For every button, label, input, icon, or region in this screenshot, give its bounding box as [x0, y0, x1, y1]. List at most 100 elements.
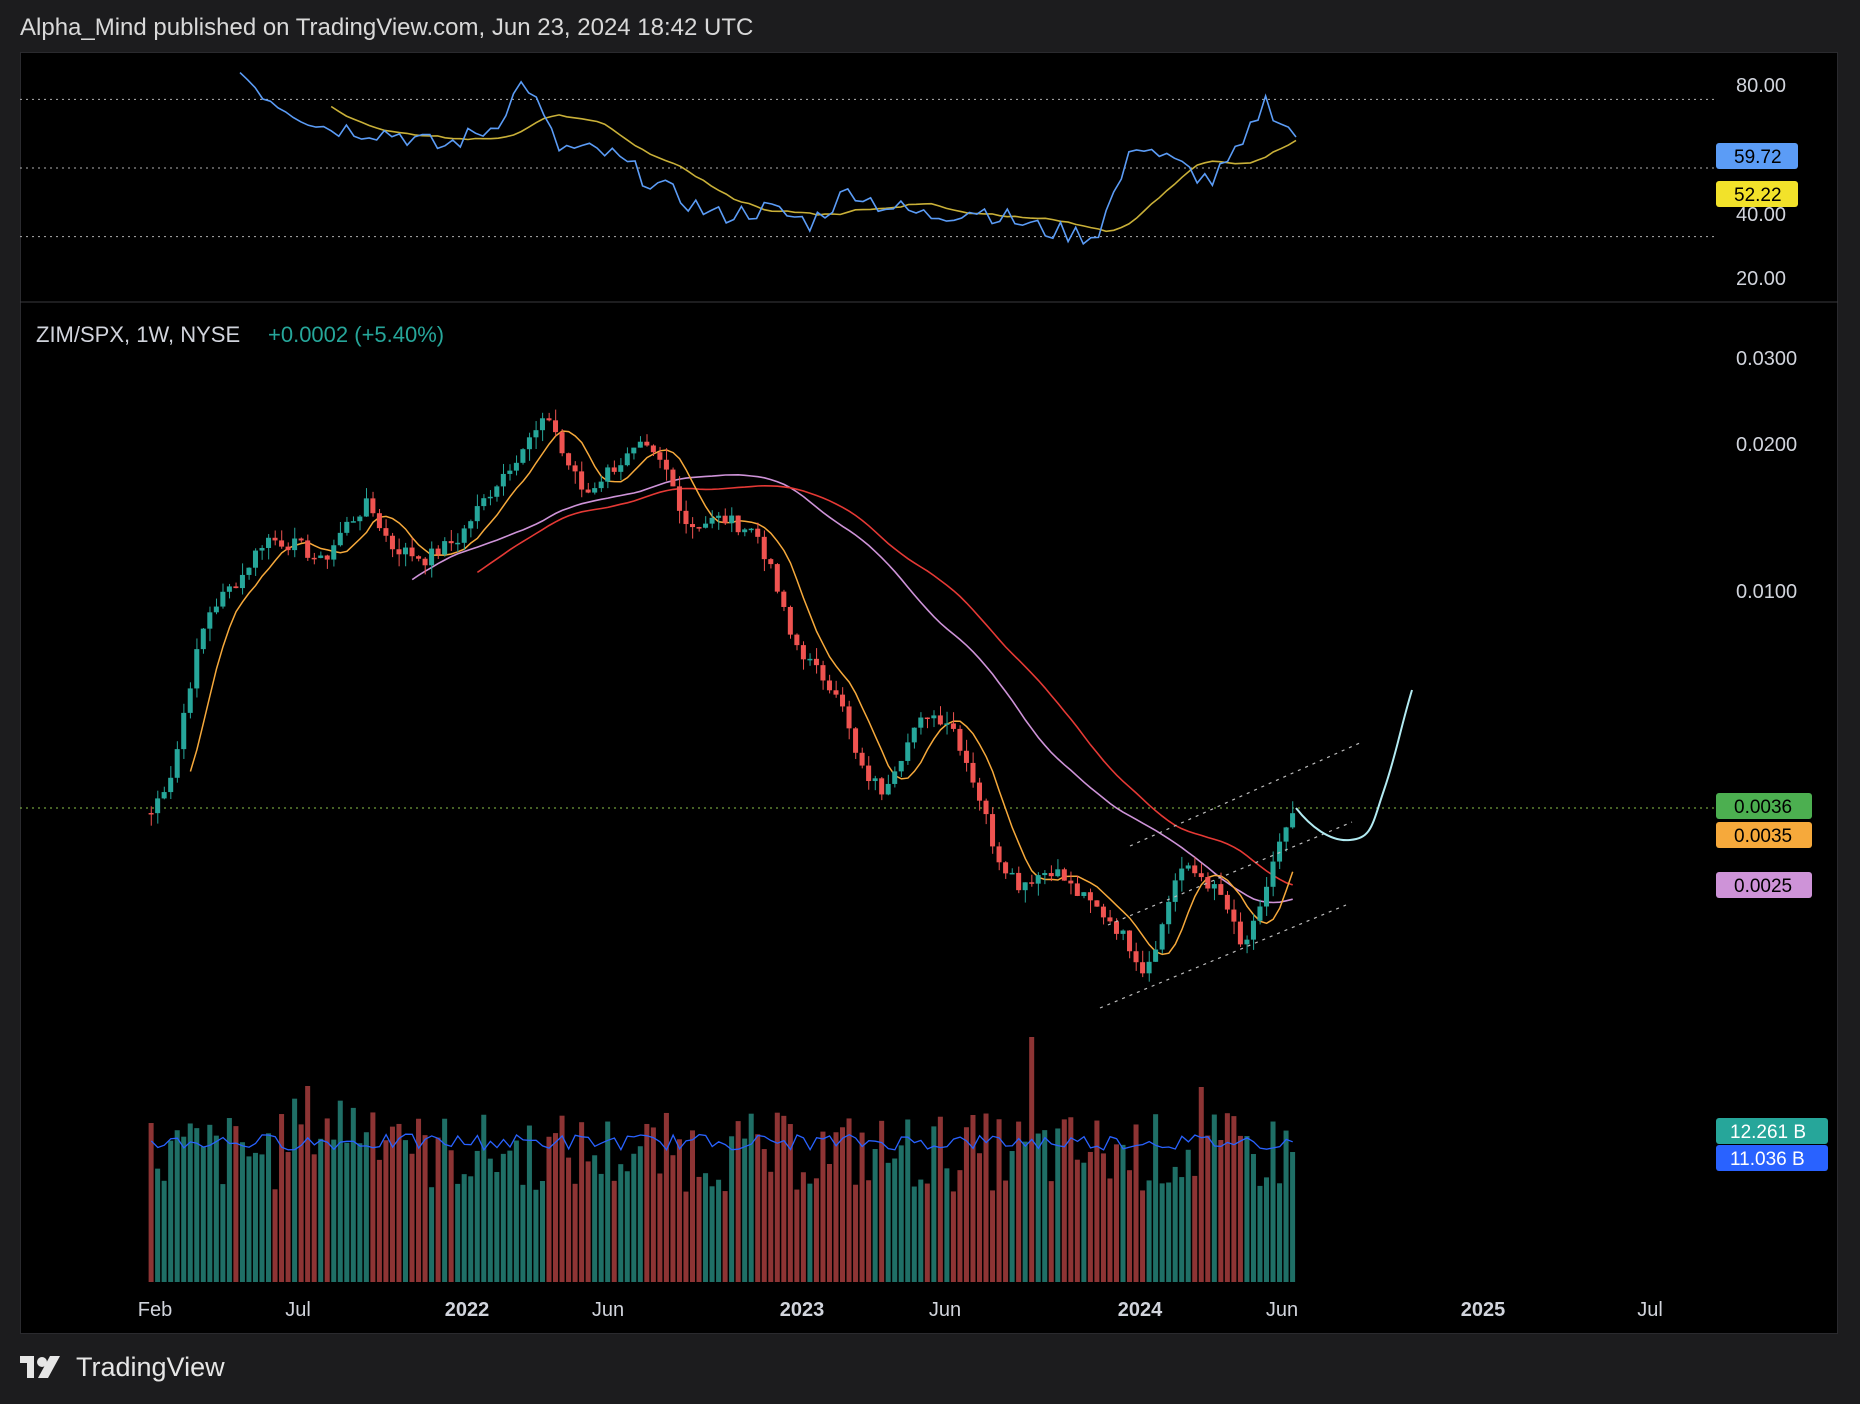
candle-body[interactable] [572, 465, 578, 472]
candle-body[interactable] [716, 515, 722, 518]
candle-body[interactable] [644, 441, 650, 446]
candle-body[interactable] [892, 771, 898, 784]
candle-body[interactable] [1250, 920, 1256, 940]
candle-body[interactable] [389, 535, 395, 550]
candle-body[interactable] [422, 558, 428, 566]
candle-body[interactable] [383, 528, 389, 536]
candle-body[interactable] [161, 792, 167, 799]
candle-body[interactable] [944, 723, 950, 725]
candle-body[interactable] [357, 516, 363, 522]
candle-body[interactable] [259, 547, 265, 551]
candle-body[interactable] [807, 658, 813, 661]
candle-body[interactable] [1277, 841, 1283, 862]
candle-body[interactable] [1231, 909, 1237, 922]
candle-body[interactable] [559, 432, 565, 454]
candle-body[interactable] [800, 645, 806, 660]
candle-body[interactable] [1237, 921, 1243, 945]
candle-body[interactable] [598, 481, 604, 489]
candle-body[interactable] [1120, 930, 1126, 934]
candle-body[interactable] [1048, 873, 1054, 877]
candle-body[interactable] [748, 528, 754, 531]
candle-body[interactable] [866, 765, 872, 782]
candle-body[interactable] [963, 750, 969, 763]
candle-body[interactable] [1061, 869, 1067, 881]
candle-body[interactable] [429, 548, 435, 566]
candle-body[interactable] [200, 628, 206, 650]
candle-body[interactable] [239, 574, 245, 589]
candle-body[interactable] [1153, 949, 1159, 962]
candle-body[interactable] [305, 540, 311, 558]
candle-body[interactable] [585, 489, 591, 493]
candle-body[interactable] [637, 441, 643, 448]
candle-body[interactable] [1068, 880, 1074, 884]
candle-body[interactable] [813, 658, 819, 666]
candle-body[interactable] [285, 546, 291, 551]
candle-body[interactable] [1009, 872, 1015, 875]
candle-body[interactable] [1094, 900, 1100, 907]
candle-body[interactable] [396, 549, 402, 555]
candle-body[interactable] [252, 550, 258, 568]
candle-body[interactable] [663, 459, 669, 470]
candle-body[interactable] [213, 606, 219, 613]
candle-body[interactable] [1211, 884, 1217, 889]
candle-body[interactable] [194, 649, 200, 689]
candle-body[interactable] [207, 612, 213, 629]
candle-body[interactable] [1192, 865, 1198, 874]
candle-body[interactable] [970, 762, 976, 783]
candle-body[interactable] [1055, 869, 1061, 877]
candle-body[interactable] [526, 437, 532, 450]
candle-body[interactable] [168, 777, 174, 793]
candle-body[interactable] [344, 521, 350, 533]
candle-body[interactable] [1081, 892, 1087, 896]
candle-body[interactable] [226, 586, 232, 592]
candle-body[interactable] [1218, 884, 1224, 895]
candle-body[interactable] [1283, 827, 1289, 842]
candle-body[interactable] [826, 680, 832, 691]
candle-body[interactable] [416, 556, 422, 559]
candle-body[interactable] [148, 813, 154, 815]
candle-body[interactable] [292, 538, 298, 551]
candle-body[interactable] [670, 469, 676, 487]
candle-body[interactable] [1127, 930, 1133, 952]
candle-body[interactable] [872, 778, 878, 782]
candle-body[interactable] [363, 498, 369, 517]
candle-body[interactable] [885, 783, 891, 795]
candle-body[interactable] [1159, 924, 1165, 950]
candle-body[interactable] [618, 465, 624, 472]
candle-body[interactable] [840, 694, 846, 707]
candle-body[interactable] [579, 471, 585, 490]
candle-body[interactable] [155, 798, 161, 814]
candle-body[interactable] [1166, 901, 1172, 925]
candle-body[interactable] [592, 488, 598, 493]
candle-body[interactable] [990, 814, 996, 847]
candle-body[interactable] [1074, 883, 1080, 896]
candle-body[interactable] [533, 430, 539, 438]
candle-body[interactable] [696, 527, 702, 529]
candle-body[interactable] [1087, 892, 1093, 901]
candle-body[interactable] [318, 555, 324, 558]
candle-body[interactable] [735, 515, 741, 533]
candle-body[interactable] [768, 559, 774, 565]
candle-body[interactable] [500, 473, 506, 487]
candle-body[interactable] [722, 515, 728, 524]
candle-body[interactable] [650, 445, 656, 453]
candle-body[interactable] [233, 586, 239, 589]
candle-body[interactable] [220, 591, 226, 607]
candle-body[interactable] [539, 418, 545, 431]
candle-body[interactable] [957, 728, 963, 751]
candle-body[interactable] [461, 528, 467, 543]
candle-body[interactable] [898, 760, 904, 772]
candle-body[interactable] [1035, 875, 1041, 884]
candle-body[interactable] [774, 564, 780, 592]
candle-body[interactable] [279, 540, 285, 547]
candle-body[interactable] [1244, 939, 1250, 945]
candle-body[interactable] [1270, 861, 1276, 887]
candle-body[interactable] [298, 538, 304, 541]
candle-body[interactable] [1113, 921, 1119, 934]
candle-body[interactable] [1290, 813, 1296, 828]
candle-body[interactable] [566, 453, 572, 466]
candle-body[interactable] [996, 846, 1002, 863]
candle-body[interactable] [370, 498, 376, 514]
candle-body[interactable] [911, 727, 917, 743]
